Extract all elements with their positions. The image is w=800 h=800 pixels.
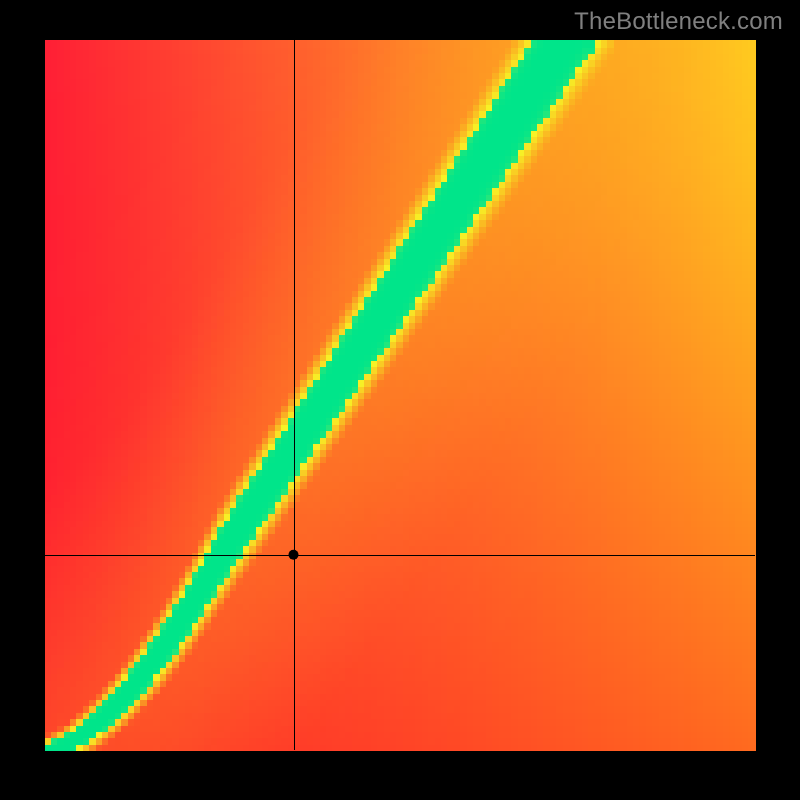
chart-frame: TheBottleneck.com — [0, 0, 800, 800]
watermark-text: TheBottleneck.com — [574, 8, 783, 36]
bottleneck-heatmap — [0, 0, 800, 800]
